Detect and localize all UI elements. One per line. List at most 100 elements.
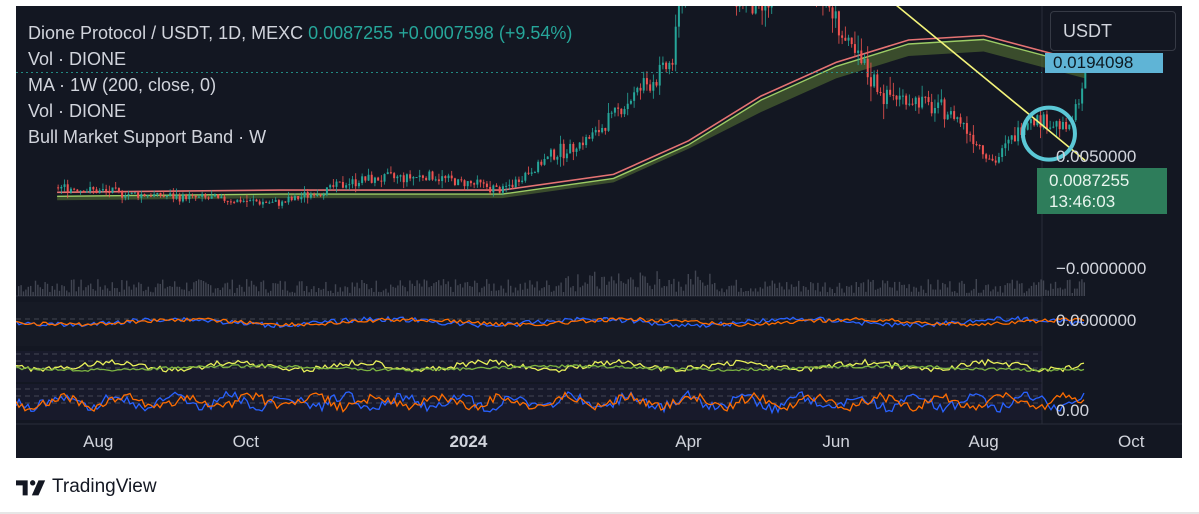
candle-body [357, 182, 360, 187]
chart-panel[interactable]: AugOct2024AprJunAugOct0.01500000.0100000… [16, 6, 1182, 458]
candle [178, 192, 181, 205]
candle [885, 85, 888, 109]
candle [383, 173, 386, 185]
candle-body [751, 6, 754, 14]
candle-body [537, 161, 540, 173]
candle-body [351, 179, 354, 185]
candle [901, 89, 904, 105]
candle-body [562, 143, 565, 159]
volume-bar [834, 292, 836, 296]
volume-bar [601, 276, 603, 296]
candle [357, 180, 360, 189]
volume-bar [786, 282, 788, 296]
candle-body [873, 74, 876, 87]
volume-bar [361, 279, 363, 296]
price-axis-label: 0.0050000 [1056, 147, 1136, 166]
volume-bar [322, 288, 325, 296]
currency-unit-button[interactable]: USDT [1050, 11, 1176, 51]
legend-indicator-ma[interactable]: MA · 1W (200, close, 0) [28, 75, 217, 95]
volume-bar [42, 289, 44, 296]
volume-bar [560, 282, 562, 296]
volume-bar [956, 292, 958, 296]
candle [457, 178, 460, 186]
candle-body [975, 144, 978, 146]
candle-body [156, 192, 159, 195]
candle [242, 198, 245, 203]
volume-bar [541, 288, 543, 296]
candle [908, 94, 911, 107]
volume-bar [517, 290, 519, 296]
candle [361, 173, 364, 186]
candle-body [937, 102, 940, 108]
volume-bar [469, 285, 471, 296]
candle-body [383, 174, 386, 182]
candles [57, 6, 1087, 210]
volume-bar [394, 287, 397, 296]
volume-bar [754, 288, 757, 296]
candle-body [149, 195, 152, 197]
volume-bar [150, 291, 152, 296]
volume-bar [210, 285, 212, 296]
volume-bar [678, 281, 680, 296]
volume-bar [222, 287, 224, 296]
legend-indicator-volume[interactable]: Vol · DIONE [28, 49, 127, 69]
candle-body [348, 184, 351, 186]
volume-bar [721, 288, 723, 296]
candle [469, 180, 472, 187]
candle-body [508, 184, 511, 186]
volume-bar [738, 291, 740, 296]
candle [69, 187, 72, 194]
volume-bar [474, 280, 476, 296]
candle-body [415, 177, 418, 179]
candle-body [940, 99, 943, 103]
volume-bar [248, 286, 250, 296]
volume-bar [200, 280, 202, 296]
candle [1049, 120, 1052, 130]
volume-bar [68, 292, 70, 296]
candle [412, 176, 415, 186]
volume-bar [577, 274, 579, 296]
legend-indicator-volume-2[interactable]: Vol · DIONE [28, 101, 127, 121]
candle-body [1055, 121, 1058, 127]
candle [533, 170, 536, 174]
volume-bar [399, 280, 401, 296]
volume-bar [958, 282, 961, 296]
candle [76, 189, 79, 193]
footer-divider [0, 512, 1199, 514]
candle [402, 172, 405, 189]
candle [975, 141, 978, 147]
volume-bar [466, 282, 469, 296]
candle [562, 139, 565, 166]
tradingview-brand[interactable]: TradingView [16, 476, 157, 498]
candle [466, 181, 469, 190]
volume-bar [171, 286, 173, 296]
volume-bar [512, 292, 514, 296]
volume-bar [82, 290, 85, 296]
candle-body [898, 95, 901, 100]
volume-bar [932, 289, 934, 296]
volume-bar [836, 286, 838, 296]
volume-bar [205, 282, 207, 296]
volume-bar [212, 292, 214, 296]
volume-bar [495, 290, 497, 296]
volume-bar [730, 285, 733, 296]
legend-indicator-support-band[interactable]: Bull Market Support Band · W [28, 127, 267, 147]
candle [223, 194, 226, 203]
price-chart[interactable]: AugOct2024AprJunAugOct0.01500000.0100000… [16, 6, 1182, 458]
volume-bar [522, 289, 524, 296]
candle-body [245, 200, 248, 202]
volume-bar [1042, 280, 1045, 296]
candle [476, 175, 479, 188]
candle [629, 99, 632, 105]
candle [1068, 124, 1071, 131]
volume-bar [37, 284, 39, 296]
volume-bar [49, 291, 51, 296]
volume-bar [706, 284, 709, 296]
volume-bar [140, 283, 142, 296]
candle [844, 26, 847, 42]
volume-bar [286, 290, 289, 296]
volume-bar [507, 279, 509, 296]
volume-bar [591, 275, 593, 296]
symbol-title[interactable]: Dione Protocol / USDT, 1D, MEXC [28, 23, 304, 43]
candle-body [82, 190, 85, 193]
